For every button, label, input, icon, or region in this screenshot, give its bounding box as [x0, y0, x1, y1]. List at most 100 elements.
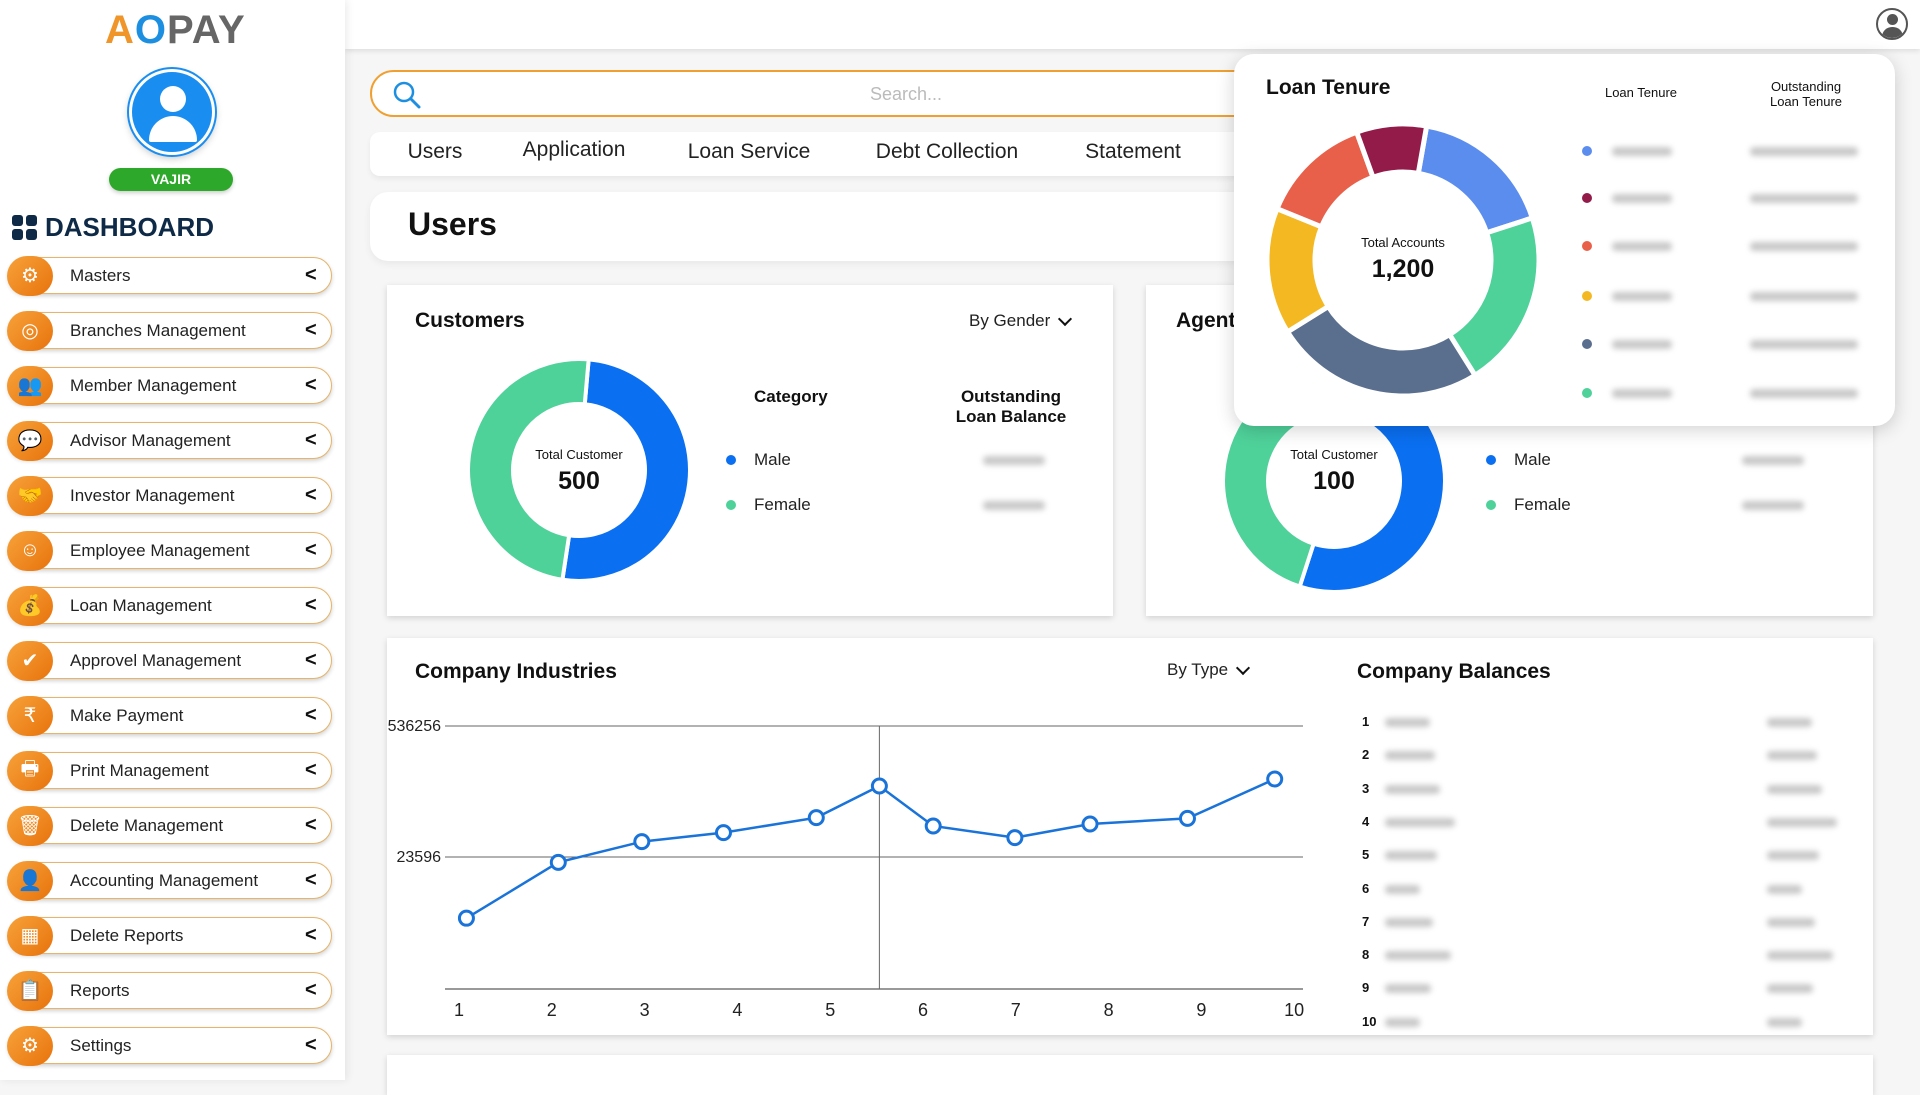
male-legend-label: Male: [1514, 450, 1551, 469]
female-legend-label: Female: [754, 495, 811, 514]
blurred-outstanding-value: [1750, 194, 1858, 203]
tab-loan-service[interactable]: Loan Service: [687, 140, 811, 163]
donut-segment[interactable]: [1415, 123, 1536, 236]
blurred-outstanding-value: [1750, 242, 1858, 251]
sidebar-item-settings[interactable]: ⚙ Settings <: [7, 1025, 332, 1066]
balance-row-index: 10: [1362, 1013, 1377, 1029]
donut-segment[interactable]: [1273, 128, 1377, 231]
blurred-value: [1742, 456, 1804, 465]
blurred-loan-tenure: [1612, 194, 1672, 203]
data-point[interactable]: [924, 817, 942, 835]
sidebar-item-accounting-management[interactable]: 👤 Accounting Management <: [7, 860, 332, 901]
blurred-loan-tenure: [1612, 389, 1672, 398]
user-gear-icon: ⚙: [7, 255, 53, 296]
dashboard-heading[interactable]: DASHBOARD: [12, 212, 214, 243]
donut-segment[interactable]: [1353, 121, 1430, 181]
data-point[interactable]: [1178, 809, 1196, 827]
y-tick-label: 23596: [397, 849, 442, 866]
balance-row-index: 5: [1362, 847, 1370, 863]
sidebar-item-member-management[interactable]: 👥 Member Management <: [7, 365, 332, 406]
loan-tenure-legend-dot: [1582, 193, 1592, 203]
type-filter-dropdown[interactable]: By Type: [1167, 660, 1251, 680]
sidebar-item-advisor-management[interactable]: 💬 Advisor Management <: [7, 420, 332, 461]
data-point[interactable]: [457, 909, 475, 927]
avatar[interactable]: [129, 69, 215, 155]
sidebar-item-branches-management[interactable]: ◎ Branches Management <: [7, 310, 332, 351]
sidebar-item-loan-management[interactable]: 💰 Loan Management <: [7, 585, 332, 626]
sidebar-item-label: Print Management: [70, 760, 209, 780]
sidebar-item-label: Advisor Management: [70, 430, 231, 450]
balance-row-index: 3: [1362, 780, 1370, 796]
blurred-company-name: [1385, 751, 1435, 761]
trash-icon: 🗑: [7, 805, 53, 846]
loan-tenure-legend-dot: [1582, 339, 1592, 349]
loan-tenure-legend-dot: [1582, 388, 1592, 398]
chevron-left-icon: <: [305, 264, 317, 286]
data-point[interactable]: [1006, 829, 1024, 847]
donut-segment[interactable]: [466, 360, 591, 583]
user-profile-icon[interactable]: [1876, 8, 1908, 40]
sidebar-item-label: Masters: [70, 265, 131, 285]
search-input[interactable]: [432, 80, 1212, 108]
next-card: [387, 1055, 1873, 1095]
female-legend-dot: [1486, 500, 1496, 510]
gender-filter-dropdown[interactable]: By Gender: [969, 311, 1073, 331]
user-name-badge: VAJIR: [109, 168, 233, 191]
total-accounts-value: 1,200: [1371, 255, 1435, 283]
data-point[interactable]: [549, 853, 567, 871]
sidebar-item-employee-management[interactable]: ☺ Employee Management <: [7, 530, 332, 571]
industries-title: Company Industries: [415, 660, 617, 683]
x-tick-label: 4: [732, 1000, 742, 1020]
sidebar-item-label: Accounting Management: [70, 870, 259, 890]
blurred-company-name: [1385, 784, 1440, 794]
sidebar-item-approvel-management[interactable]: ✔ Approvel Management <: [7, 640, 332, 681]
tab-bar: Users Application Loan Service Debt Coll…: [370, 132, 1270, 176]
sidebar-item-print-management[interactable]: 🖶 Print Management <: [7, 750, 332, 791]
search-icon[interactable]: [392, 80, 422, 110]
sidebar-item-investor-management[interactable]: 🤝 Investor Management <: [7, 475, 332, 516]
sidebar-item-delete-management[interactable]: 🗑 Delete Management <: [7, 805, 332, 846]
sidebar-item-make-payment[interactable]: ₹ Make Payment <: [7, 695, 332, 736]
sidebar-item-delete-reports[interactable]: ▦ Delete Reports <: [7, 915, 332, 956]
tab-users[interactable]: Users: [407, 140, 463, 163]
blurred-value: [983, 456, 1045, 465]
chevron-left-icon: <: [305, 759, 317, 781]
male-legend-dot: [726, 455, 736, 465]
industries-line-chart: 536256 23596 1 2 3 4 5 6 7 8 9 10: [388, 718, 1305, 1020]
blurred-company-name: [1385, 984, 1431, 994]
tab-statement[interactable]: Statement: [1085, 140, 1181, 163]
loan-tenure-legend-dot: [1582, 146, 1592, 156]
blurred-company-name: [1385, 1017, 1420, 1027]
tab-application[interactable]: Application: [522, 138, 626, 161]
x-tick-label: 10: [1284, 1000, 1304, 1020]
chevron-left-icon: <: [305, 484, 317, 506]
donut-segment[interactable]: [560, 360, 692, 583]
chevron-left-icon: <: [305, 704, 317, 726]
data-point[interactable]: [807, 809, 825, 827]
total-customer-value: 500: [558, 467, 600, 495]
sidebar-item-label: Investor Management: [70, 485, 235, 505]
data-point[interactable]: [870, 777, 888, 795]
blurred-outstanding-value: [1750, 147, 1858, 156]
sidebar-item-label: Delete Management: [70, 815, 224, 835]
header-line: Outstanding: [1770, 79, 1842, 94]
data-point[interactable]: [1266, 770, 1284, 788]
data-point[interactable]: [1081, 815, 1099, 833]
blurred-company-name: [1385, 917, 1433, 927]
sidebar-item-masters[interactable]: ⚙ Masters <: [7, 255, 332, 296]
balances-title: Company Balances: [1357, 660, 1551, 683]
donut-segment[interactable]: [1284, 303, 1479, 399]
sidebar-item-reports[interactable]: 📋 Reports <: [7, 970, 332, 1011]
blurred-balance-value: [1767, 984, 1813, 994]
globe-pin-icon: ◎: [7, 310, 53, 351]
loan-tenure-popup: Loan Tenure Total Accounts 1,200 Loan Te…: [1234, 54, 1895, 426]
data-point[interactable]: [633, 833, 651, 851]
blurred-outstanding-value: [1750, 292, 1858, 301]
tab-debt-collection[interactable]: Debt Collection: [875, 140, 1019, 163]
blurred-company-name: [1385, 718, 1430, 727]
male-legend-dot: [1486, 455, 1496, 465]
data-point[interactable]: [714, 824, 732, 842]
approval-badge-icon: ✔: [7, 640, 53, 681]
customers-card: Customers By Gender Total Customer 500 C…: [387, 285, 1113, 616]
sidebar: AOPAY VAJIR DASHBOARD ⚙ Masters < ◎ Branches…: [0, 0, 345, 1080]
